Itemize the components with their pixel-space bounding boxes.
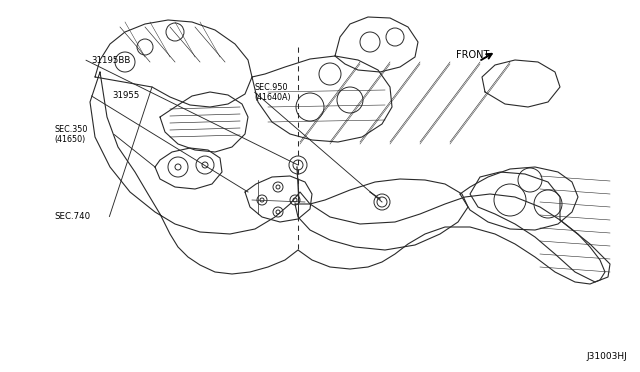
Circle shape <box>260 198 264 202</box>
Circle shape <box>175 164 181 170</box>
Circle shape <box>276 185 280 189</box>
Text: SEC.740: SEC.740 <box>54 212 90 221</box>
Text: FRONT: FRONT <box>456 50 489 60</box>
Circle shape <box>276 210 280 214</box>
Circle shape <box>293 160 303 170</box>
Text: SEC.950
(41640A): SEC.950 (41640A) <box>255 83 291 102</box>
Text: 31195BB: 31195BB <box>92 56 131 65</box>
Text: J31003HJ: J31003HJ <box>586 352 627 361</box>
Circle shape <box>377 197 387 207</box>
Text: 31955: 31955 <box>112 92 140 100</box>
Circle shape <box>202 162 208 168</box>
Text: SEC.350
(41650): SEC.350 (41650) <box>54 125 88 144</box>
Circle shape <box>293 198 297 202</box>
